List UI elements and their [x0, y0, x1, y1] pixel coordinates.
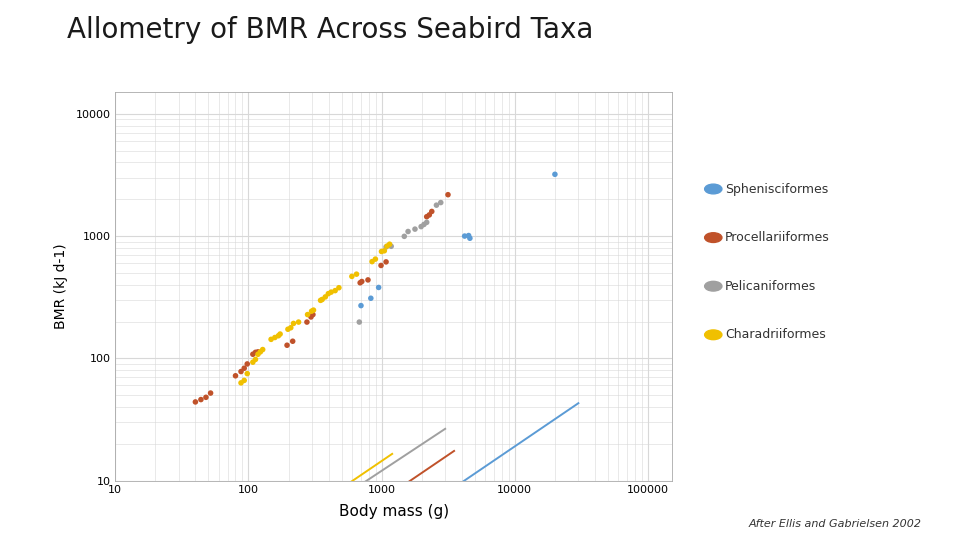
- Charadriiformes: [365, 257, 380, 266]
- Sphenisciformes: [371, 283, 386, 292]
- Y-axis label: BMR (kJ d-1): BMR (kJ d-1): [55, 244, 68, 329]
- Charadriiformes: [255, 345, 271, 354]
- Text: Charadriiformes: Charadriiformes: [725, 328, 826, 341]
- Charadriiformes: [368, 255, 383, 264]
- Procellariiformes: [236, 364, 252, 373]
- Procellariiformes: [305, 310, 321, 319]
- Pelicaniformes: [433, 198, 448, 207]
- Sphenisciformes: [363, 294, 378, 302]
- Procellariiformes: [352, 279, 368, 287]
- X-axis label: Body mass (g): Body mass (g): [339, 504, 448, 519]
- Pelicaniformes: [419, 218, 434, 227]
- Sphenisciformes: [353, 301, 369, 310]
- Pelicaniformes: [414, 222, 429, 231]
- Procellariiformes: [233, 367, 249, 376]
- Text: Sphenisciformes: Sphenisciformes: [725, 183, 828, 195]
- Text: Procellariiformes: Procellariiformes: [725, 231, 829, 244]
- Procellariiformes: [228, 372, 243, 380]
- Charadriiformes: [318, 293, 333, 301]
- Pelicaniformes: [400, 227, 416, 236]
- Text: Pelicaniformes: Pelicaniformes: [725, 280, 816, 293]
- Procellariiformes: [300, 318, 315, 326]
- Charadriiformes: [286, 319, 301, 328]
- Procellariiformes: [199, 393, 214, 402]
- Sphenisciformes: [547, 170, 563, 179]
- Procellariiformes: [248, 348, 263, 356]
- Sphenisciformes: [457, 232, 472, 240]
- Charadriiformes: [233, 379, 249, 387]
- Charadriiformes: [327, 286, 343, 295]
- Charadriiformes: [315, 295, 330, 304]
- Charadriiformes: [273, 330, 288, 339]
- Charadriiformes: [306, 306, 322, 314]
- Text: After Ellis and Gabrielsen 2002: After Ellis and Gabrielsen 2002: [749, 519, 922, 529]
- Charadriiformes: [313, 296, 328, 305]
- Sphenisciformes: [461, 231, 476, 240]
- Charadriiformes: [345, 272, 360, 281]
- Pelicaniformes: [429, 201, 444, 210]
- Charadriiformes: [373, 247, 389, 256]
- Procellariiformes: [193, 395, 208, 404]
- Charadriiformes: [263, 335, 278, 343]
- Procellariiformes: [188, 397, 204, 406]
- Charadriiformes: [379, 242, 395, 251]
- Charadriiformes: [348, 270, 364, 279]
- Procellariiformes: [419, 212, 434, 221]
- Charadriiformes: [376, 246, 392, 255]
- Charadriiformes: [271, 332, 286, 340]
- Procellariiformes: [421, 211, 437, 219]
- Charadriiformes: [248, 355, 263, 364]
- Text: Allometry of BMR Across Seabird Taxa: Allometry of BMR Across Seabird Taxa: [67, 16, 593, 44]
- Charadriiformes: [252, 348, 268, 356]
- Charadriiformes: [240, 369, 255, 378]
- Procellariiformes: [373, 261, 389, 270]
- Charadriiformes: [321, 289, 336, 298]
- Procellariiformes: [303, 313, 319, 321]
- Charadriiformes: [300, 310, 315, 319]
- Procellariiformes: [279, 341, 295, 349]
- Charadriiformes: [251, 350, 266, 359]
- Procellariiformes: [245, 350, 260, 359]
- Procellariiformes: [424, 207, 440, 216]
- Charadriiformes: [245, 358, 260, 367]
- Charadriiformes: [382, 240, 397, 248]
- Procellariiformes: [441, 191, 456, 199]
- Procellariiformes: [285, 337, 300, 346]
- Charadriiformes: [280, 325, 296, 334]
- Charadriiformes: [304, 307, 320, 315]
- Pelicaniformes: [351, 318, 367, 326]
- Pelicaniformes: [407, 225, 422, 233]
- Procellariiformes: [251, 348, 266, 356]
- Procellariiformes: [203, 389, 218, 397]
- Procellariiformes: [360, 275, 375, 284]
- Pelicaniformes: [396, 232, 412, 241]
- Procellariiformes: [240, 360, 255, 368]
- Charadriiformes: [283, 323, 299, 332]
- Charadriiformes: [236, 376, 252, 384]
- Procellariiformes: [354, 277, 370, 286]
- Sphenisciformes: [462, 234, 477, 242]
- Charadriiformes: [324, 288, 339, 296]
- Charadriiformes: [291, 318, 306, 326]
- Procellariiformes: [378, 258, 394, 266]
- Pelicaniformes: [417, 220, 432, 229]
- Charadriiformes: [331, 284, 347, 292]
- Pelicaniformes: [378, 242, 394, 251]
- Charadriiformes: [267, 333, 282, 342]
- Pelicaniformes: [383, 242, 398, 251]
